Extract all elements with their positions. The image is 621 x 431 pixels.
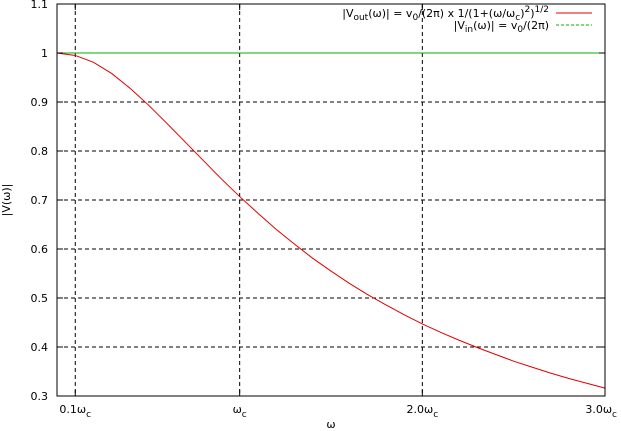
legend-text-part: in <box>465 25 473 35</box>
y-axis-label: |V(ω)| <box>0 184 13 217</box>
legend-text-part: |V <box>342 7 354 20</box>
x-tick-label-main: 3.0ω <box>585 403 612 416</box>
x-tick-label-main: 0.1ω <box>59 403 86 416</box>
x-tick-label-sub: c <box>433 410 438 420</box>
grid-lines <box>57 4 605 396</box>
y-tick-label: 0.8 <box>31 145 49 158</box>
legend-label-2: |Vin(ω)| = v0/(2π) <box>454 19 549 35</box>
legend-text-part: 0 <box>412 13 418 23</box>
x-tick-label-sub: c <box>242 410 247 420</box>
legend-text-part: (ω)| = v <box>368 7 413 20</box>
series-line-1 <box>56 52 606 389</box>
y-tick-label: 0.6 <box>31 243 49 256</box>
x-tick-label-main: ω <box>233 403 242 416</box>
legend-text-part: /(2π) x 1/(1+(ω/ω <box>418 7 515 20</box>
legend-text-part: (ω)| = v <box>473 19 518 32</box>
y-tick-label: 1 <box>41 47 48 60</box>
x-tick-label-main: 2.0ω <box>406 403 433 416</box>
legend-text-part: 1/2 <box>535 5 549 15</box>
x-tick-label: ωc <box>233 403 247 420</box>
y-tick-label: 0.7 <box>31 194 49 207</box>
legend-text-part: |V <box>454 19 466 32</box>
legend-text-part: ) <box>520 7 524 20</box>
plot-series <box>56 52 606 389</box>
y-tick-label: 0.5 <box>31 292 49 305</box>
x-tick-label-sub: c <box>612 410 617 420</box>
y-tick-label: 0.9 <box>31 96 49 109</box>
legend: |Vout(ω)| = v0/(2π) x 1/(1+(ω/ωc)2)1/2|V… <box>342 5 592 35</box>
x-tick-label-sub: c <box>86 410 91 420</box>
legend-text-part: /(2π) <box>523 19 549 32</box>
legend-text-part: 2 <box>524 5 530 15</box>
y-tick-label: 1.1 <box>31 0 49 11</box>
y-tick-label: 0.4 <box>31 341 49 354</box>
x-tick-label: 2.0ωc <box>406 403 438 420</box>
x-axis-label: ω <box>326 418 335 431</box>
axis-ticks: 0.30.40.50.60.70.80.911.10.1ωc ωc 2.0ωc 3.0… <box>31 0 618 420</box>
legend-label-1: |Vout(ω)| = v0/(2π) x 1/(1+(ω/ωc)2)1/2 <box>342 5 549 23</box>
legend-text-part: out <box>353 13 368 23</box>
legend-text-part: 0 <box>517 25 523 35</box>
x-tick-label: 3.0ωc <box>585 403 617 420</box>
y-tick-label: 0.3 <box>31 390 49 403</box>
x-tick-label: 0.1ωc <box>59 403 91 420</box>
legend-text-part: ) <box>530 7 534 20</box>
legend-text-part: c <box>515 13 520 23</box>
